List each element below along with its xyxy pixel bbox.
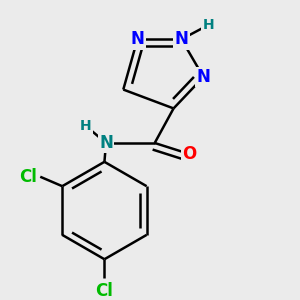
Text: H: H (80, 119, 92, 133)
Text: H: H (202, 18, 214, 32)
Text: N: N (196, 68, 210, 86)
Text: Cl: Cl (95, 282, 113, 300)
Text: N: N (175, 30, 188, 48)
Text: N: N (130, 30, 144, 48)
Text: N: N (99, 134, 113, 152)
Text: O: O (182, 145, 196, 163)
Text: Cl: Cl (19, 168, 37, 186)
